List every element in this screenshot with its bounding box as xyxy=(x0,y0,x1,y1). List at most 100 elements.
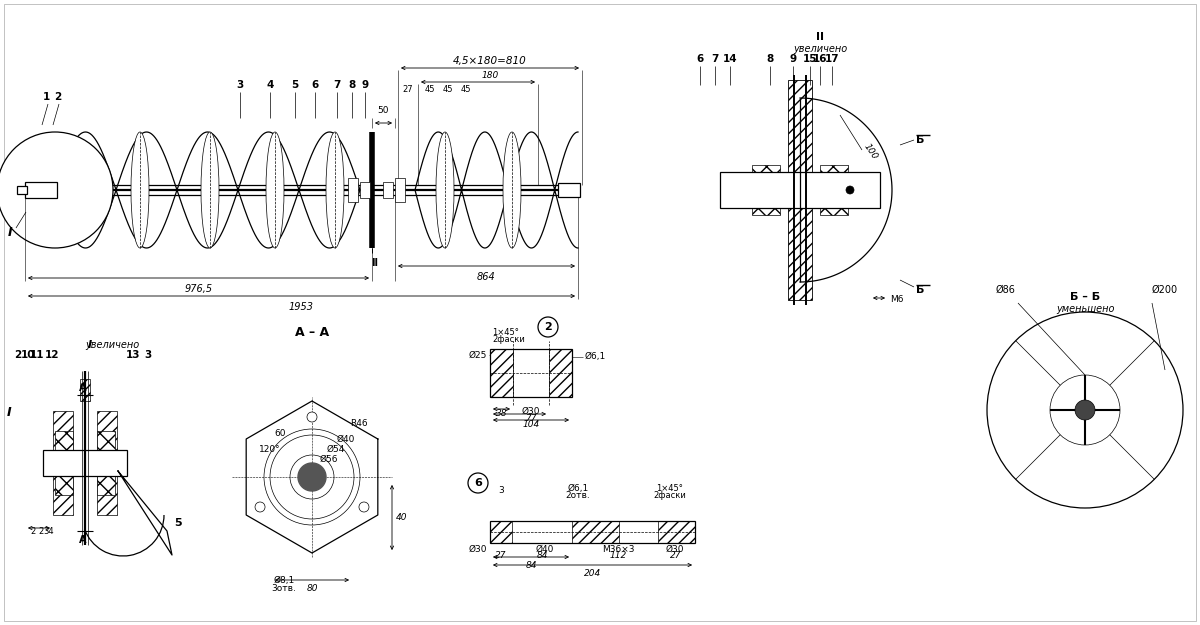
Bar xyxy=(395,178,406,202)
Bar xyxy=(490,521,512,543)
Circle shape xyxy=(307,412,317,422)
Circle shape xyxy=(359,502,368,512)
Text: 1×45°: 1×45° xyxy=(492,328,518,337)
Text: 2: 2 xyxy=(30,526,36,536)
Text: 40: 40 xyxy=(396,512,408,521)
Text: 27: 27 xyxy=(403,85,413,94)
Text: 6: 6 xyxy=(696,54,703,64)
Bar xyxy=(25,182,58,198)
Text: 2фаски: 2фаски xyxy=(654,491,686,500)
Text: Ø25: Ø25 xyxy=(469,351,487,359)
Bar xyxy=(550,349,572,397)
Text: 2: 2 xyxy=(14,350,22,360)
Text: Б: Б xyxy=(916,135,924,145)
Text: 3: 3 xyxy=(498,486,504,495)
Text: 34: 34 xyxy=(43,526,54,536)
Text: 100: 100 xyxy=(862,142,880,162)
Text: 45: 45 xyxy=(425,85,436,94)
Text: Б – Б: Б – Б xyxy=(1070,292,1100,302)
Text: Ø30: Ø30 xyxy=(666,545,684,554)
Text: 50: 50 xyxy=(378,106,389,115)
Text: 38: 38 xyxy=(497,409,508,418)
Text: 2фаски: 2фаски xyxy=(492,335,524,344)
Text: 8: 8 xyxy=(767,54,774,64)
Bar xyxy=(97,431,115,495)
Circle shape xyxy=(1075,400,1096,420)
Bar xyxy=(348,178,358,202)
Text: Ø56: Ø56 xyxy=(320,454,338,464)
Ellipse shape xyxy=(202,132,220,248)
Text: увеличено: увеличено xyxy=(793,44,847,54)
Text: Ø6,1: Ø6,1 xyxy=(586,352,606,361)
Text: 80: 80 xyxy=(306,584,318,593)
Text: 9: 9 xyxy=(361,80,368,90)
Text: 3отв.: 3отв. xyxy=(271,584,296,593)
Text: 27: 27 xyxy=(671,551,682,560)
Bar xyxy=(752,165,780,215)
Text: 5: 5 xyxy=(292,80,299,90)
Text: 2: 2 xyxy=(544,322,552,332)
Text: II: II xyxy=(816,32,824,42)
Text: 3: 3 xyxy=(236,80,244,90)
Polygon shape xyxy=(298,463,326,491)
Text: 1×45°: 1×45° xyxy=(656,484,684,493)
Bar xyxy=(558,183,580,197)
Text: 1953: 1953 xyxy=(289,302,314,312)
Text: 45: 45 xyxy=(443,85,454,94)
Text: 15: 15 xyxy=(803,54,817,64)
Bar xyxy=(43,450,127,476)
Circle shape xyxy=(846,186,854,194)
Text: 7: 7 xyxy=(712,54,719,64)
Text: 11: 11 xyxy=(30,350,44,360)
Bar xyxy=(55,431,73,495)
Text: I: I xyxy=(88,340,92,350)
Ellipse shape xyxy=(503,132,521,248)
Text: Ø30: Ø30 xyxy=(522,407,540,416)
Bar xyxy=(572,521,619,543)
Text: 10: 10 xyxy=(20,350,35,360)
Bar xyxy=(820,165,848,215)
Text: 12: 12 xyxy=(44,350,59,360)
Text: 77: 77 xyxy=(526,414,536,423)
Ellipse shape xyxy=(266,132,284,248)
Bar xyxy=(80,379,90,401)
Bar xyxy=(490,349,514,397)
Circle shape xyxy=(0,132,113,248)
Circle shape xyxy=(986,312,1183,508)
Bar xyxy=(383,182,394,198)
Text: А – А: А – А xyxy=(295,326,329,339)
Text: 13: 13 xyxy=(126,350,140,360)
Text: 112: 112 xyxy=(610,551,626,560)
Text: 6: 6 xyxy=(474,478,482,488)
Ellipse shape xyxy=(326,132,344,248)
Bar xyxy=(17,186,28,194)
Text: 6: 6 xyxy=(311,80,319,90)
Text: Ø86: Ø86 xyxy=(995,285,1015,295)
Text: 2: 2 xyxy=(54,92,61,102)
Text: 864: 864 xyxy=(478,272,496,282)
Text: М6: М6 xyxy=(890,296,904,304)
Text: Ø40: Ø40 xyxy=(337,434,355,444)
Text: 2: 2 xyxy=(38,526,43,536)
Bar xyxy=(360,182,370,198)
Text: I: I xyxy=(7,406,11,419)
Text: Ø54: Ø54 xyxy=(326,444,346,454)
Text: 120°: 120° xyxy=(259,444,281,454)
Text: уменьшено: уменьшено xyxy=(1056,304,1115,314)
Text: R46: R46 xyxy=(350,419,367,429)
Text: 27: 27 xyxy=(496,551,506,560)
Text: 4: 4 xyxy=(266,80,274,90)
Text: Ø30: Ø30 xyxy=(468,545,487,554)
Text: 2отв.: 2отв. xyxy=(565,491,590,500)
Text: 104: 104 xyxy=(522,420,540,429)
Text: 976,5: 976,5 xyxy=(185,284,212,294)
Text: I: I xyxy=(7,226,12,239)
Text: 60: 60 xyxy=(275,429,286,438)
Text: 4,5×180=810: 4,5×180=810 xyxy=(454,56,527,66)
Text: 84: 84 xyxy=(536,551,547,560)
Text: 9: 9 xyxy=(790,54,797,64)
Text: 45: 45 xyxy=(461,85,472,94)
Bar xyxy=(788,80,812,300)
Text: II: II xyxy=(372,258,378,268)
Ellipse shape xyxy=(131,132,149,248)
